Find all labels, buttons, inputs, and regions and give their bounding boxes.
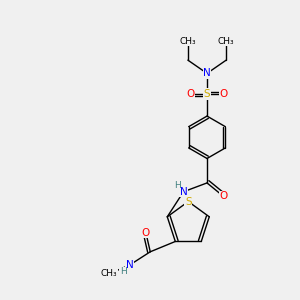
Text: O: O [219,89,227,99]
Text: O: O [187,89,195,99]
Text: O: O [219,191,227,201]
Text: H: H [174,181,181,190]
Text: N: N [180,187,187,197]
Text: S: S [204,89,210,99]
Text: N: N [126,260,134,270]
Text: CH₃: CH₃ [101,269,117,278]
Text: S: S [185,196,192,206]
Text: O: O [142,228,150,238]
Text: CH₃: CH₃ [218,37,235,46]
Text: CH₃: CH₃ [180,37,196,46]
Text: H: H [120,267,127,276]
Text: N: N [203,68,211,78]
